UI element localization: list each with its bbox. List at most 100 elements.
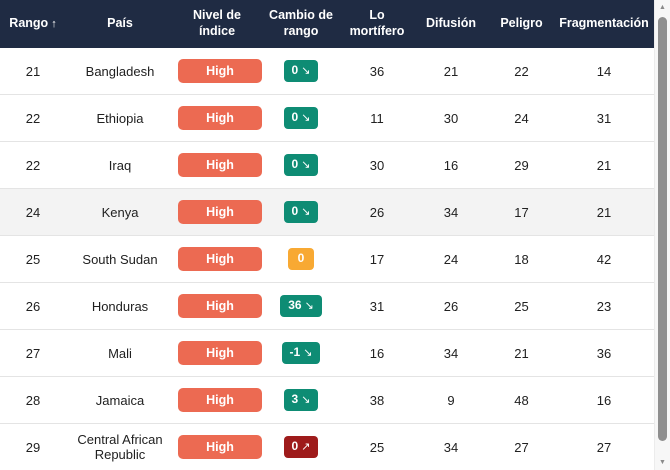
rank-change-cell: 0 ↘ <box>260 94 342 142</box>
index-level-badge: High <box>178 200 262 224</box>
rank-cell: 22 <box>0 94 66 142</box>
deadliness-cell: 31 <box>342 282 412 330</box>
rank-change-value: 0 <box>291 439 299 454</box>
column-header-danger[interactable]: Peligro <box>490 0 553 48</box>
index-level-badge: High <box>178 59 262 83</box>
table-row[interactable]: 26 Honduras High 36 ↘ 31 26 25 23 <box>0 282 655 330</box>
rank-change-value: 0 <box>297 251 305 266</box>
rank-change-value: 0 <box>291 110 299 125</box>
sort-ascending-icon: ↑ <box>51 18 57 31</box>
deadliness-cell: 17 <box>342 235 412 283</box>
index-level-badge: High <box>178 153 262 177</box>
vertical-scrollbar[interactable]: ▲ ▼ <box>654 0 670 470</box>
rank-change-badge: 0 ↘ <box>283 60 319 82</box>
danger-cell: 27 <box>490 423 553 470</box>
country-cell: Kenya <box>66 188 174 236</box>
arrow-down-right-icon: ↘ <box>303 347 313 360</box>
ranking-table: Rango ↑ País Nivel de índice Cambio de ra… <box>0 0 655 470</box>
index-level-badge: High <box>178 247 262 271</box>
rank-cell: 24 <box>0 188 66 236</box>
danger-cell: 48 <box>490 376 553 424</box>
header-row: Rango ↑ País Nivel de índice Cambio de ra… <box>0 0 655 48</box>
index-level-cell: High <box>174 48 262 95</box>
fragmentation-cell: 23 <box>553 282 655 330</box>
table-row[interactable]: 29 Central African Republic High 0 ↗ 25 34 27 27 <box>0 423 655 470</box>
rank-change-badge: 0 <box>288 248 314 270</box>
column-header-rank[interactable]: Rango ↑ <box>0 0 66 48</box>
diffusion-cell: 34 <box>412 188 490 236</box>
rank-cell: 21 <box>0 48 66 95</box>
arrow-up-right-icon: ↗ <box>301 441 311 454</box>
fragmentation-cell: 36 <box>553 329 655 377</box>
rank-change-value: 0 <box>291 157 299 172</box>
arrow-down-right-icon: ↘ <box>301 159 311 172</box>
diffusion-cell: 30 <box>412 94 490 142</box>
rank-change-badge: 3 ↘ <box>283 389 319 411</box>
index-level-cell: High <box>174 141 262 189</box>
danger-cell: 29 <box>490 141 553 189</box>
rank-change-cell: -1 ↘ <box>260 329 342 377</box>
deadliness-cell: 36 <box>342 48 412 95</box>
table-row[interactable]: 28 Jamaica High 3 ↘ 38 9 48 16 <box>0 376 655 424</box>
column-header-deadliness[interactable]: Lo mortífero <box>342 0 412 48</box>
table-container: Rango ↑ País Nivel de índice Cambio de ra… <box>0 0 655 470</box>
scroll-down-icon[interactable]: ▼ <box>659 459 666 466</box>
column-header-country[interactable]: País <box>66 0 174 48</box>
fragmentation-cell: 42 <box>553 235 655 283</box>
table-row[interactable]: 27 Mali High -1 ↘ 16 34 21 36 <box>0 329 655 377</box>
arrow-down-right-icon: ↘ <box>301 206 311 219</box>
fragmentation-cell: 31 <box>553 94 655 142</box>
rank-change-badge: 0 ↗ <box>283 436 319 458</box>
diffusion-cell: 26 <box>412 282 490 330</box>
index-level-cell: High <box>174 376 262 424</box>
country-cell: Mali <box>66 329 174 377</box>
table-row[interactable]: 24 Kenya High 0 ↘ 26 34 17 21 <box>0 188 655 236</box>
rank-change-badge: 0 ↘ <box>283 107 319 129</box>
table-row[interactable]: 21 Bangladesh High 0 ↘ 36 21 22 14 <box>0 48 655 95</box>
table-body: 21 Bangladesh High 0 ↘ 36 21 22 14 22 Ethiopia High… <box>0 48 655 470</box>
arrow-down-right-icon: ↘ <box>301 112 311 125</box>
fragmentation-cell: 27 <box>553 423 655 470</box>
deadliness-cell: 11 <box>342 94 412 142</box>
column-header-rank-label: Rango <box>9 16 49 31</box>
country-cell: Ethiopia <box>66 94 174 142</box>
column-header-index-level[interactable]: Nivel de índice <box>174 0 260 48</box>
diffusion-cell: 21 <box>412 48 490 95</box>
rank-change-value: 0 <box>291 63 299 78</box>
table-row[interactable]: 22 Ethiopia High 0 ↘ 11 30 24 31 <box>0 94 655 142</box>
country-cell: Jamaica <box>66 376 174 424</box>
fragmentation-cell: 21 <box>553 141 655 189</box>
deadliness-cell: 38 <box>342 376 412 424</box>
table-row[interactable]: 25 South Sudan High 0 17 24 18 42 <box>0 235 655 283</box>
table-row[interactable]: 22 Iraq High 0 ↘ 30 16 29 21 <box>0 141 655 189</box>
index-level-cell: High <box>174 188 262 236</box>
arrow-down-right-icon: ↘ <box>301 394 311 407</box>
danger-cell: 22 <box>490 48 553 95</box>
diffusion-cell: 9 <box>412 376 490 424</box>
rank-change-badge: 0 ↘ <box>283 201 319 223</box>
rank-cell: 28 <box>0 376 66 424</box>
column-header-diffusion[interactable]: Difusión <box>412 0 490 48</box>
rank-cell: 25 <box>0 235 66 283</box>
rank-change-badge: 0 ↘ <box>283 154 319 176</box>
diffusion-cell: 24 <box>412 235 490 283</box>
rank-cell: 22 <box>0 141 66 189</box>
index-level-cell: High <box>174 235 262 283</box>
index-level-badge: High <box>178 341 262 365</box>
rank-cell: 26 <box>0 282 66 330</box>
rank-change-badge: 36 ↘ <box>280 295 322 317</box>
fragmentation-cell: 16 <box>553 376 655 424</box>
scroll-up-icon[interactable]: ▲ <box>659 4 666 11</box>
column-header-rank-change[interactable]: Cambio de rango <box>260 0 342 48</box>
rank-change-cell: 0 ↗ <box>260 423 342 470</box>
scrollbar-thumb[interactable] <box>658 17 667 441</box>
rank-change-cell: 3 ↘ <box>260 376 342 424</box>
arrow-down-right-icon: ↘ <box>301 65 311 78</box>
index-level-cell: High <box>174 282 262 330</box>
diffusion-cell: 34 <box>412 329 490 377</box>
deadliness-cell: 30 <box>342 141 412 189</box>
index-level-cell: High <box>174 423 262 470</box>
column-header-fragmentation[interactable]: Fragmentación <box>553 0 655 48</box>
rank-cell: 29 <box>0 423 66 470</box>
